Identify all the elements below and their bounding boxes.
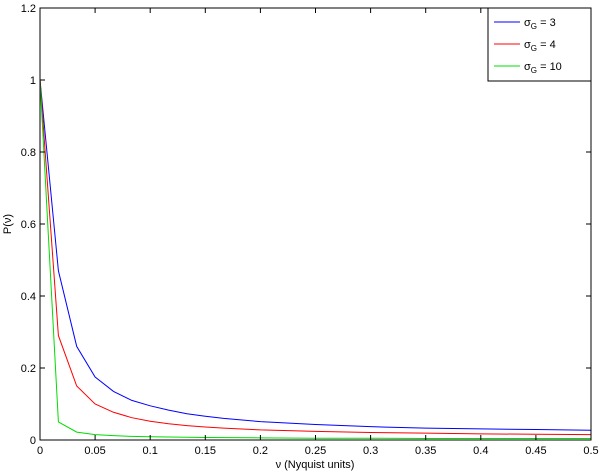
- x-tick-label: 0.05: [84, 445, 105, 457]
- legend-label-3: σG = 10: [524, 61, 562, 75]
- x-axis-label: ν (Nyquist units): [276, 459, 355, 471]
- x-tick-label: 0.5: [583, 445, 598, 457]
- x-tick-label: 0.1: [143, 445, 158, 457]
- y-axis-ticks: 0 0.2 0.4 0.6 0.8 1 1.2: [21, 3, 591, 447]
- x-tick-label: 0.15: [195, 445, 216, 457]
- x-tick-label: 0: [37, 445, 43, 457]
- x-axis-ticks: 0 0.05 0.1 0.15 0.2 0.25 0.3 0.35 0.4 0.45 0.5: [37, 8, 599, 457]
- y-tick-label: 0.2: [21, 363, 36, 375]
- x-tick-label: 0.35: [415, 445, 436, 457]
- x-tick-label: 0.45: [525, 445, 546, 457]
- y-tick-label: 0.4: [21, 291, 36, 303]
- y-tick-label: 0.6: [21, 219, 36, 231]
- series-line-1: [39, 79, 592, 431]
- legend: σG = 3 σG = 4 σG = 10: [487, 7, 592, 82]
- y-tick-label: 1: [30, 75, 36, 87]
- legend-label-2: σG = 4: [524, 39, 556, 53]
- x-tick-label: 0.25: [305, 445, 326, 457]
- x-tick-label: 0.4: [473, 445, 488, 457]
- legend-label-1: σG = 3: [524, 17, 556, 31]
- y-tick-label: 1.2: [21, 3, 36, 15]
- x-tick-label: 0.3: [363, 445, 378, 457]
- y-axis-label: P(ν): [2, 214, 14, 234]
- y-tick-label: 0.8: [21, 147, 36, 159]
- x-tick-label: 0.2: [253, 445, 268, 457]
- series-line-2: [39, 79, 592, 436]
- y-tick-label: 0: [30, 435, 36, 447]
